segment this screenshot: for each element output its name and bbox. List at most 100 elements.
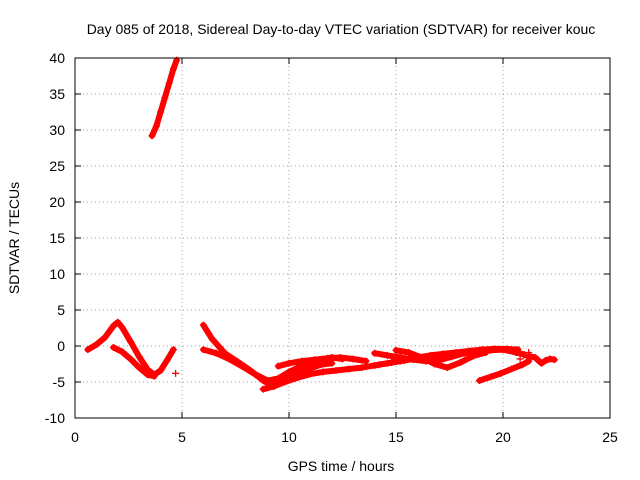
data-point [148,132,156,140]
data-point [375,361,383,369]
data-point [274,374,282,382]
data-point [161,94,169,102]
data-point [546,355,554,363]
data-point [439,350,447,358]
y-tick-label: -10 [45,410,65,426]
y-tick-label: 35 [49,86,65,102]
data-point [456,359,464,367]
data-point [371,349,379,357]
x-tick-label: 20 [495,429,511,445]
x-tick-label: 0 [71,429,79,445]
y-tick-label: 0 [57,338,65,354]
data-point [118,348,126,356]
data-point [508,365,516,373]
data-point [225,355,233,363]
data-point [199,346,207,354]
data-point [294,374,302,382]
data-point [431,360,439,368]
data-points [84,56,558,393]
data-point [152,122,160,130]
series-arc-late-c [392,346,490,372]
data-point [497,369,505,377]
series-isolated [172,348,533,377]
x-tick-label: 10 [281,429,297,445]
data-point [298,357,306,365]
data-point [92,341,100,349]
data-point [324,354,332,362]
data-point [118,323,126,331]
data-point [405,348,413,356]
data-point [516,355,524,363]
data-point [503,345,511,353]
data-point [238,362,246,370]
data-point [135,353,143,361]
data-point [127,338,135,346]
data-point [443,364,451,372]
y-tick-label: -5 [53,374,66,390]
data-point [349,355,357,363]
data-point [285,368,293,376]
data-point [311,356,319,364]
series-trace [393,347,489,371]
data-point [169,346,177,354]
data-point [332,366,340,374]
grid-lines [75,58,610,418]
data-point [531,354,539,362]
data-point [212,349,220,357]
data-point [208,335,216,343]
data-point [264,377,272,385]
data-point [127,355,135,363]
data-point [418,354,426,362]
data-point [199,321,207,329]
data-point [150,372,158,380]
data-point [165,79,173,87]
y-tick-label: 20 [49,194,65,210]
data-point [518,361,526,369]
data-point [383,351,391,359]
y-tick-label: 30 [49,122,65,138]
data-point [523,354,531,362]
series-arc-high [148,56,181,140]
data-point [110,343,118,351]
data-point [362,357,370,365]
series-arc-early-descent [110,343,158,380]
data-point [172,369,180,377]
x-tick-label: 15 [388,429,404,445]
data-point [281,378,289,386]
data-point [490,345,498,353]
data-point [157,108,165,116]
data-point [319,368,327,376]
data-point [358,364,366,372]
data-point [486,373,494,381]
y-tick-label: 40 [49,50,65,66]
data-point [550,356,558,364]
data-point [101,333,109,341]
data-point [163,356,171,364]
data-point [285,359,293,367]
data-point [135,364,143,372]
data-point [542,356,550,364]
data-point [259,385,267,393]
y-tick-label: 15 [49,230,65,246]
data-point [251,370,259,378]
data-point [274,362,282,370]
data-point [110,322,118,330]
data-point [336,354,344,362]
chart-title: Day 085 of 2018, Sidereal Day-to-day VTE… [87,21,596,37]
y-axis-label: SDTVAR / TECUs [6,182,22,294]
data-point [114,318,122,326]
data-point [169,65,177,73]
data-point [465,347,473,355]
data-point [144,371,152,379]
y-tick-label: 25 [49,158,65,174]
data-point [452,348,460,356]
data-point [306,370,314,378]
axis-ticks: 0 5 10 15 20 25 -10 -5 0 5 10 15 20 25 30 35 40 [45,50,618,445]
data-point [270,382,278,390]
data-point [538,359,546,367]
y-tick-label: 10 [49,266,65,282]
series-arc-mid-d [274,354,370,370]
data-point [475,377,483,385]
